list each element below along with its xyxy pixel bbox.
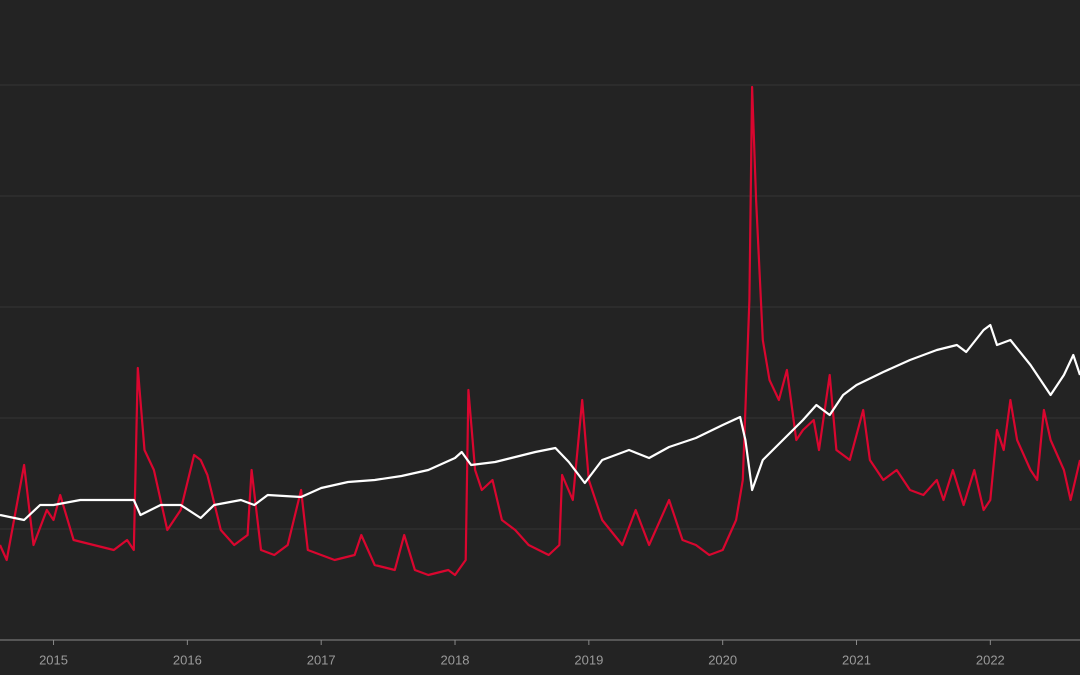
x-tick-label: 2015 <box>39 652 68 667</box>
x-tick-label: 2017 <box>307 652 336 667</box>
line <box>0 323 1080 522</box>
x-tick-label: 2019 <box>574 652 603 667</box>
x-tick-label: 2022 <box>976 652 1005 667</box>
x-tick-label: 2016 <box>173 652 202 667</box>
x-tick-label: 2021 <box>842 652 871 667</box>
x-tick-label: 2018 <box>441 652 470 667</box>
x-tick-label: 2020 <box>708 652 737 667</box>
line <box>0 85 1080 577</box>
